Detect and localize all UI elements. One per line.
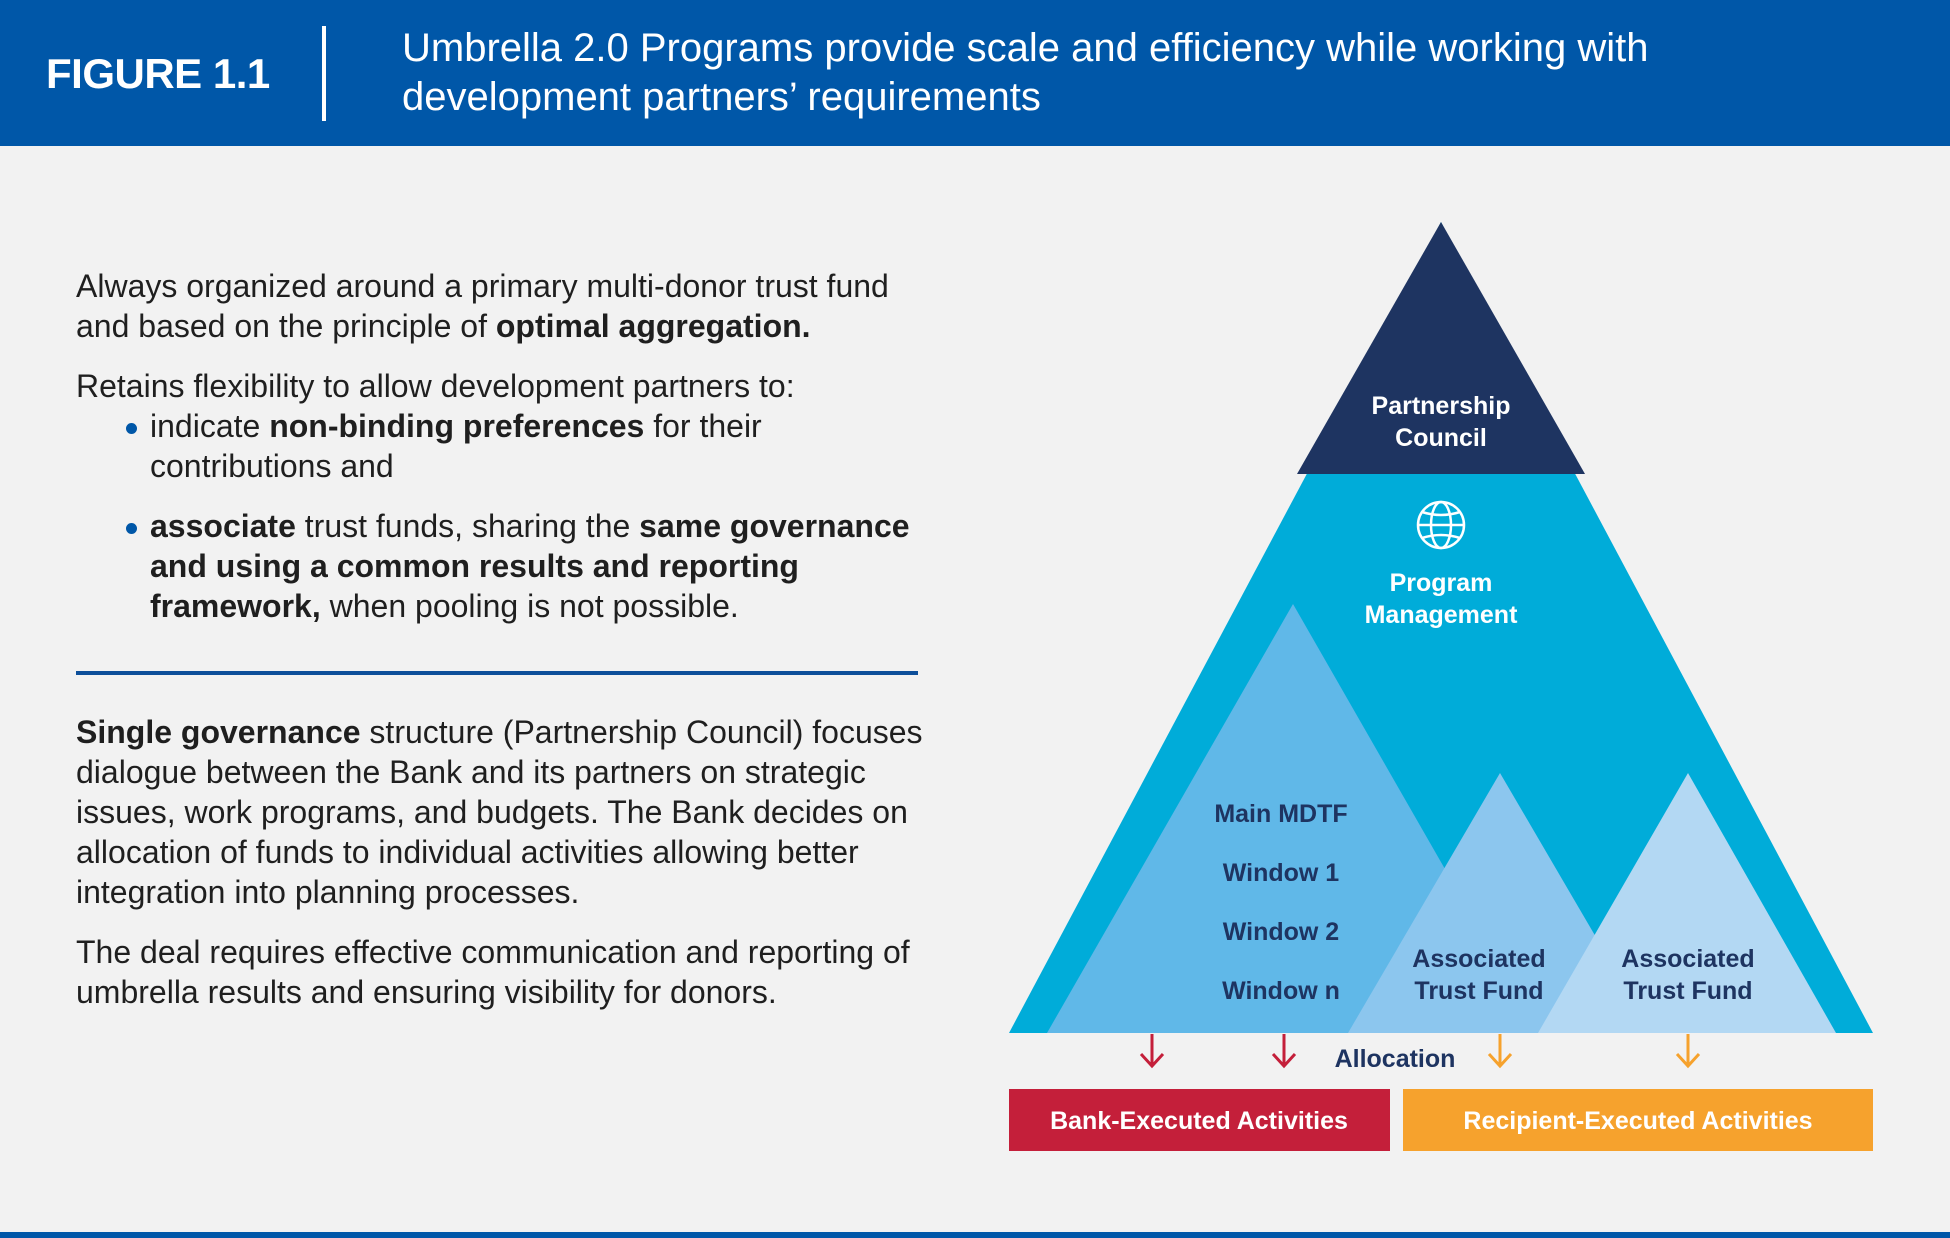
communication-paragraph: The deal requires effective communicatio… xyxy=(76,934,910,1010)
bank-executed-box xyxy=(1009,1089,1390,1151)
associated-trust-fund-triangle-2 xyxy=(1538,773,1836,1033)
bullet2-text-end: when pooling is not possible. xyxy=(320,588,739,624)
bullet2-text: trust funds, sharing the xyxy=(295,508,640,544)
governance-text: structure (Partnership Council) focuses … xyxy=(76,714,923,910)
allocation-arrow-orange-2 xyxy=(1675,1034,1701,1069)
partnership-council-label-2: Council xyxy=(1395,424,1487,452)
figure-header: FIGURE 1.1 Umbrella 2.0 Programs provide… xyxy=(0,0,1950,146)
bullet-dot xyxy=(126,523,137,534)
figure-label: FIGURE 1.1 xyxy=(46,50,270,97)
associated-trust-fund-2-label-2: Trust Fund xyxy=(1623,977,1752,1005)
globe-icon xyxy=(1416,500,1466,550)
associated-trust-fund-1-label-2: Trust Fund xyxy=(1414,977,1543,1005)
flexibility-bullets: indicate non-binding preferences for the… xyxy=(76,406,936,626)
program-management-label-1: Program xyxy=(1390,569,1493,597)
associated-trust-fund-2-label-1: Associated xyxy=(1621,945,1754,973)
bullet-associate: associate trust funds, sharing the same … xyxy=(126,506,936,626)
left-text-block: Always organized around a primary multi-… xyxy=(76,266,936,626)
bullet2-bold-start: associate xyxy=(150,508,296,544)
allocation-arrow-orange-1 xyxy=(1487,1034,1513,1069)
recipient-executed-label: Recipient-Executed Activities xyxy=(1463,1107,1812,1135)
aggregation-text: Always organized around a primary multi-… xyxy=(76,268,889,344)
allocation-arrow-red-1 xyxy=(1139,1034,1165,1069)
figure-title: Umbrella 2.0 Programs provide scale and … xyxy=(402,26,1649,119)
bullet-preferences: indicate non-binding preferences for the… xyxy=(126,406,936,486)
header-divider xyxy=(322,26,326,121)
bullet1-text: indicate xyxy=(150,408,270,444)
associated-trust-fund-1-label-1: Associated xyxy=(1412,945,1545,973)
mdtf-item: Window 2 xyxy=(1223,918,1339,946)
partnership-council-label-1: Partnership xyxy=(1372,392,1511,420)
recipient-executed-box xyxy=(1403,1089,1873,1151)
aggregation-bold: optimal aggregation. xyxy=(495,308,811,344)
bullet2-bold: same governance and using a common resul… xyxy=(150,508,910,624)
governance-paragraph: Single governance structure (Partnership… xyxy=(76,712,936,912)
partnership-council-triangle xyxy=(1297,222,1585,474)
allocation-label: Allocation xyxy=(1335,1045,1456,1073)
flexibility-paragraph: Retains flexibility to allow development… xyxy=(76,368,795,404)
bullet1-bold: non-binding preferences xyxy=(269,408,645,444)
mdtf-item: Window n xyxy=(1222,977,1340,1005)
section-divider xyxy=(76,671,918,675)
governance-bold: Single governance xyxy=(76,714,361,750)
bank-executed-label: Bank-Executed Activities xyxy=(1050,1107,1348,1135)
bullet1-text-end: for their contributions and xyxy=(150,408,762,484)
mdtf-item: Main MDTF xyxy=(1214,800,1347,828)
program-management-label-2: Management xyxy=(1365,601,1518,629)
aggregation-paragraph: Always organized around a primary multi-… xyxy=(76,266,936,346)
bullet-dot xyxy=(126,423,137,434)
allocation-arrow-red-2 xyxy=(1271,1034,1297,1069)
bottom-rule xyxy=(0,1232,1950,1238)
mdtf-item: Window 1 xyxy=(1223,859,1340,887)
governance-text-block: Single governance structure (Partnership… xyxy=(76,712,936,1012)
